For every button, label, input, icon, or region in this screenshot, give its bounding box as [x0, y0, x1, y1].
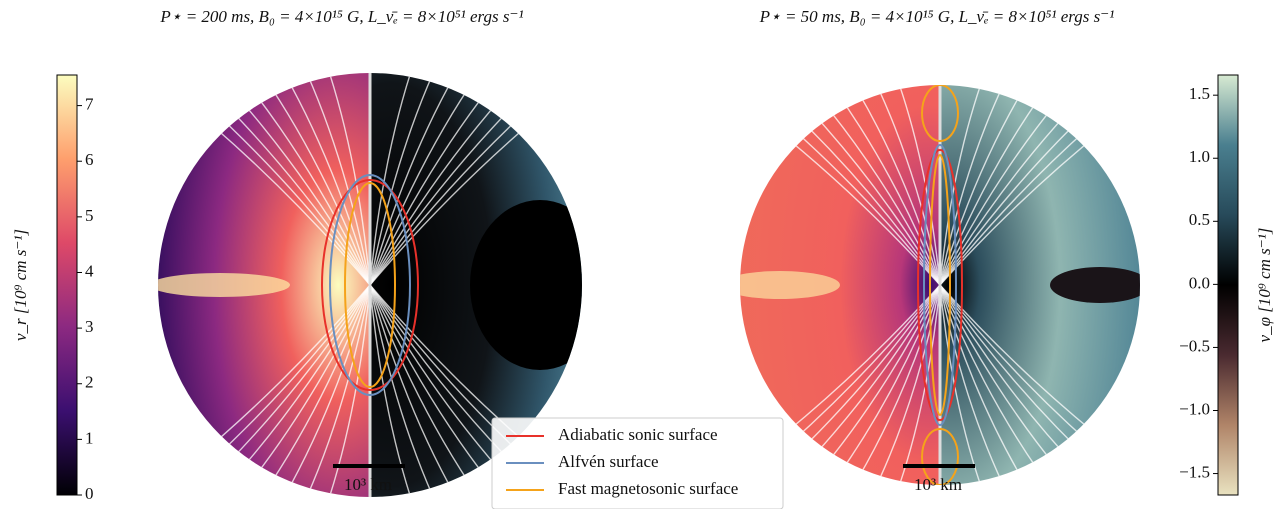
- cavity: [470, 200, 610, 370]
- scale-label: 10³ km: [914, 475, 962, 494]
- tick-label: 6: [85, 150, 94, 169]
- jet: [720, 271, 840, 299]
- colorbar: [57, 75, 77, 495]
- figure: P⋆ = 200 ms, B₀ = 4×10¹⁵ G, L_ν̄ₑ = 8×10…: [0, 0, 1288, 509]
- tick-label: −0.5: [1179, 336, 1210, 355]
- jet: [1050, 267, 1150, 303]
- colorbar: [1218, 75, 1238, 495]
- tick-label: 0.0: [1189, 273, 1210, 292]
- tick-label: 7: [85, 95, 94, 114]
- tick-label: 3: [85, 317, 94, 336]
- tick-label: 1.5: [1189, 84, 1210, 103]
- panel-title: P⋆ = 50 ms, B₀ = 4×10¹⁵ G, L_ν̄ₑ = 8×10⁵…: [759, 7, 1115, 26]
- colorbar-label: v_φ [10⁹ cm s⁻¹]: [1255, 228, 1274, 343]
- legend-label: Adiabatic sonic surface: [558, 425, 718, 444]
- legend-label: Fast magnetosonic surface: [558, 479, 738, 498]
- tick-label: −1.5: [1179, 462, 1210, 481]
- tick-label: 0: [85, 484, 94, 503]
- tick-label: 0.5: [1189, 210, 1210, 229]
- tick-label: 1: [85, 428, 94, 447]
- tick-label: 4: [85, 261, 94, 280]
- tick-label: 1.0: [1189, 147, 1210, 166]
- tick-label: −1.0: [1179, 399, 1210, 418]
- jet: [150, 273, 290, 297]
- panel-title: P⋆ = 200 ms, B₀ = 4×10¹⁵ G, L_ν̄ₑ = 8×10…: [159, 7, 523, 26]
- colorbar-label: v_r [10⁹ cm s⁻¹]: [11, 229, 30, 341]
- tick-label: 5: [85, 206, 94, 225]
- tick-label: 2: [85, 373, 94, 392]
- legend-label: Alfvén surface: [558, 452, 659, 471]
- scale-label: 10³ km: [344, 475, 392, 494]
